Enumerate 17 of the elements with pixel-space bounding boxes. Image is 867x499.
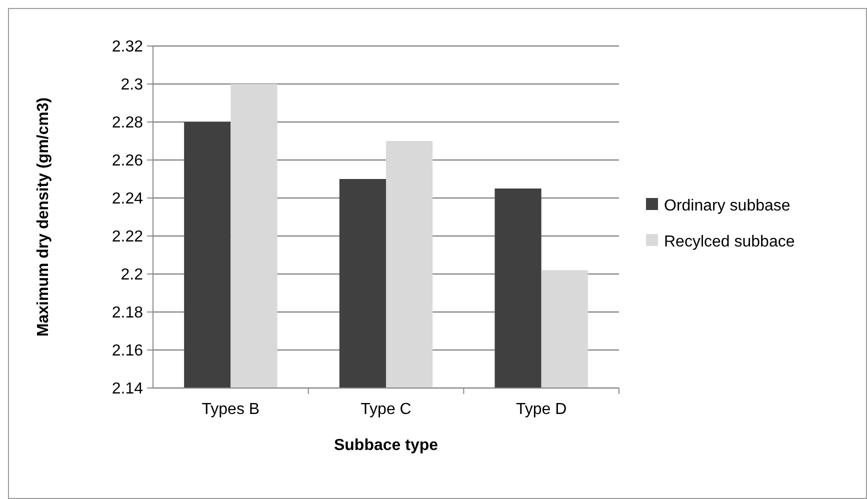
x-tick-label: Type C [360, 401, 412, 418]
legend-label: Ordinary subbase [664, 198, 790, 215]
y-tick-label: 2.32 [112, 38, 144, 56]
x-axis-title: Subbace type [334, 437, 438, 454]
y-tick-label: 2.14 [112, 380, 144, 398]
y-tick-label: 2.2 [120, 266, 144, 284]
y-tick-label: 2.18 [112, 304, 144, 322]
y-tick-label: 2.16 [112, 342, 144, 360]
legend-label: Recylced subbace [664, 234, 795, 251]
y-axis-title: Maximum dry density (gm/cm3) [35, 97, 52, 337]
y-tick-label: 2.24 [112, 190, 144, 208]
y-tick-label: 2.26 [112, 152, 144, 170]
y-tick-label: 2.28 [112, 114, 144, 132]
y-tick-label: 2.22 [112, 228, 144, 246]
x-tick-label: Types B [202, 401, 260, 418]
y-tick-label: 2.3 [120, 76, 144, 94]
x-tick-label: Type D [516, 401, 567, 418]
